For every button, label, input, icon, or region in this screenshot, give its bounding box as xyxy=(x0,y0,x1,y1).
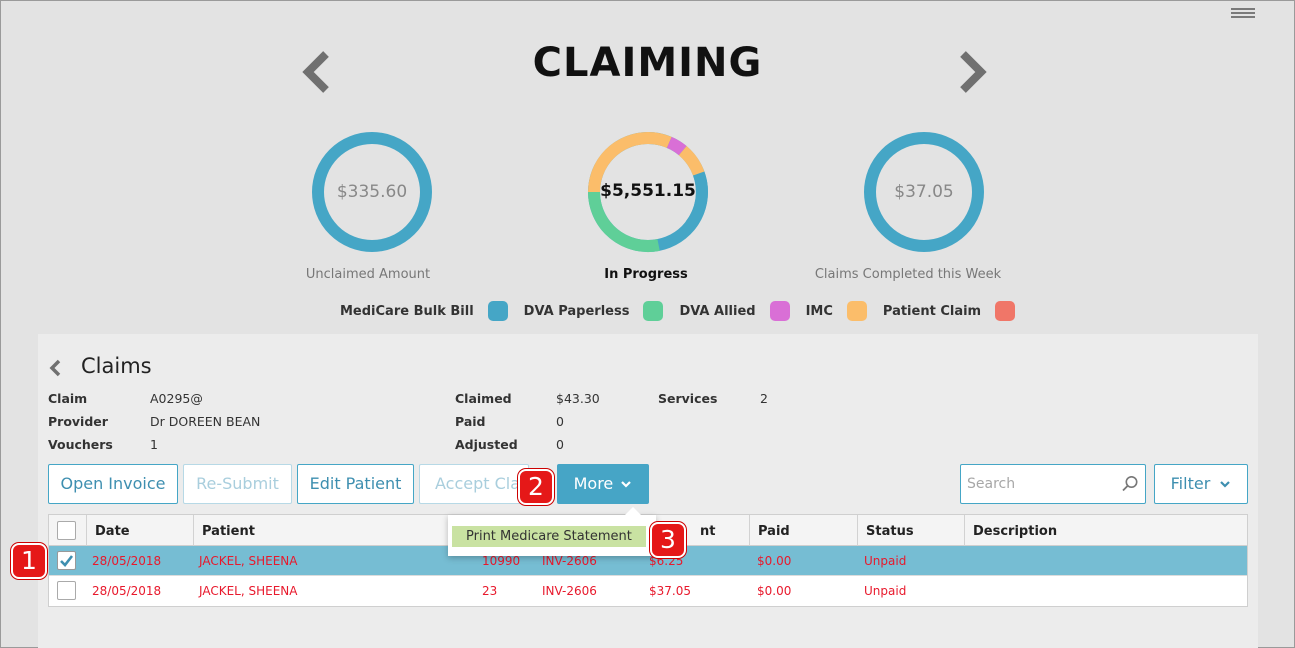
row-invoice[interactable]: INV-2606 xyxy=(542,584,597,598)
dropdown-caret xyxy=(624,507,642,516)
accept-claim-button[interactable]: Accept Clai xyxy=(419,464,529,504)
claim-label: Claim xyxy=(48,391,88,406)
filter-button-label: Filter xyxy=(1170,474,1211,493)
in-progress-donut xyxy=(586,130,710,254)
in-progress-value: $5,551.15 xyxy=(600,181,696,201)
row-date: 28/05/2018 xyxy=(92,554,162,568)
next-arrow-icon[interactable] xyxy=(957,50,987,94)
more-button[interactable]: More xyxy=(557,464,649,504)
row-item: 23 xyxy=(482,584,498,598)
legend-label-imc: IMC xyxy=(805,303,833,319)
step-badge-1: 1 xyxy=(11,543,47,579)
unclaimed-amount-caption: Unclaimed Amount xyxy=(305,267,431,282)
step-badge-2: 2 xyxy=(518,469,554,505)
column-description[interactable]: Description xyxy=(964,515,1057,546)
row-status: Unpaid xyxy=(864,584,907,598)
paid-label: Paid xyxy=(455,414,486,429)
row-checkbox[interactable] xyxy=(57,581,76,600)
row-paid: $0.00 xyxy=(757,584,792,598)
page-title: CLAIMING xyxy=(532,40,763,86)
row-date: 28/05/2018 xyxy=(92,584,162,598)
claimed-label: Claimed xyxy=(455,391,512,406)
open-invoice-button[interactable]: Open Invoice xyxy=(48,464,178,504)
row-patient: JACKEL, SHEENA xyxy=(199,554,298,568)
select-all-checkbox[interactable] xyxy=(57,521,76,540)
search-icon[interactable] xyxy=(1121,475,1139,493)
row-status: Unpaid xyxy=(864,554,907,568)
column-status[interactable]: Status xyxy=(857,515,914,546)
hamburger-menu-icon[interactable] xyxy=(1231,8,1255,22)
claim-value: A0295@ xyxy=(150,391,203,406)
donut-legend: MediCare Bulk Bill DVA Paperless DVA All… xyxy=(340,300,1031,322)
row-invoice[interactable]: INV-2606 xyxy=(542,554,597,568)
legend-swatch-medicare-bulk-bill xyxy=(487,301,508,321)
legend-label-dva-allied: DVA Allied xyxy=(679,303,756,319)
provider-value: Dr DOREEN BEAN xyxy=(150,414,261,429)
claims-title: Claims xyxy=(81,354,152,378)
legend-label-dva-paperless: DVA Paperless xyxy=(523,303,630,319)
services-value: 2 xyxy=(760,391,768,406)
provider-label: Provider xyxy=(48,414,108,429)
adjusted-value: 0 xyxy=(556,437,564,452)
column-paid[interactable]: Paid xyxy=(749,515,790,546)
row-patient: JACKEL, SHEENA xyxy=(199,584,298,598)
legend-label-medicare-bulk-bill: MediCare Bulk Bill xyxy=(340,303,474,319)
more-button-label: More xyxy=(573,474,614,493)
chevron-down-icon xyxy=(621,481,632,488)
legend-swatch-imc xyxy=(846,301,867,321)
column-date[interactable]: Date xyxy=(86,515,130,546)
completed-caption: Claims Completed this Week xyxy=(814,267,1002,282)
in-progress-caption: In Progress xyxy=(604,267,688,282)
more-dropdown-menu: Print Medicare Statement xyxy=(448,507,656,556)
unclaimed-donut xyxy=(310,130,434,254)
vouchers-label: Vouchers xyxy=(48,437,113,452)
back-chevron-icon[interactable] xyxy=(47,358,63,378)
paid-value: 0 xyxy=(556,414,564,429)
chevron-down-icon xyxy=(1220,481,1231,488)
claims-table: Date Patient nt Paid Status Description … xyxy=(48,514,1248,607)
completed-donut xyxy=(862,130,986,254)
adjusted-label: Adjusted xyxy=(455,437,518,452)
search-box[interactable] xyxy=(960,464,1146,504)
vouchers-value: 1 xyxy=(150,437,158,452)
previous-arrow-icon[interactable] xyxy=(302,50,332,94)
unclaimed-amount-value: $335.60 xyxy=(336,182,408,202)
legend-swatch-dva-paperless xyxy=(643,301,664,321)
table-row[interactable]: 28/05/2018 JACKEL, SHEENA 23 INV-2606 $3… xyxy=(49,576,1247,606)
resubmit-button[interactable]: Re-Submit xyxy=(183,464,292,504)
row-paid: $0.00 xyxy=(757,554,792,568)
step-badge-3: 3 xyxy=(650,522,686,558)
row-checkbox[interactable] xyxy=(57,551,76,570)
legend-swatch-dva-allied xyxy=(769,301,790,321)
completed-value: $37.05 xyxy=(894,182,954,202)
search-input[interactable] xyxy=(965,466,1115,502)
row-amount: $37.05 xyxy=(649,584,691,598)
services-label: Services xyxy=(658,391,718,406)
legend-label-patient-claim: Patient Claim xyxy=(882,303,982,319)
row-item: 10990 xyxy=(482,554,521,568)
claimed-value: $43.30 xyxy=(556,391,600,406)
edit-patient-button[interactable]: Edit Patient xyxy=(297,464,414,504)
column-patient[interactable]: Patient xyxy=(193,515,255,546)
checkmark-icon xyxy=(60,555,74,567)
print-medicare-statement-menu-item[interactable]: Print Medicare Statement xyxy=(452,526,646,547)
legend-swatch-patient-claim xyxy=(995,301,1016,321)
filter-button[interactable]: Filter xyxy=(1154,464,1248,504)
